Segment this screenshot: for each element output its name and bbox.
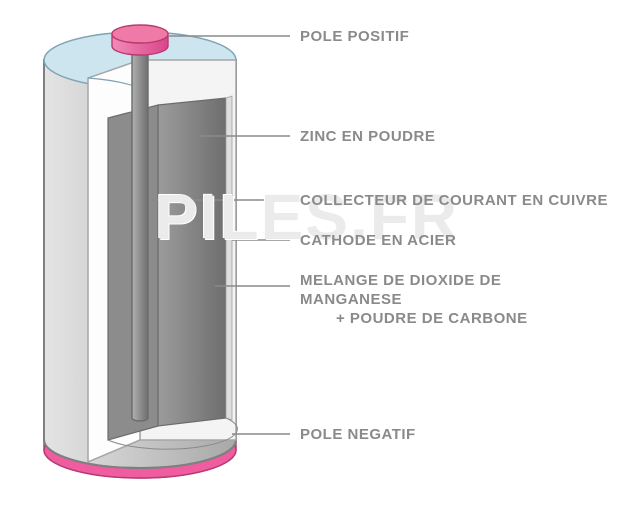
label-pole-positif: POLE POSITIF <box>300 28 409 47</box>
label-melange-line1: MELANGE DE DIOXIDE DE MANGANESE <box>300 272 501 308</box>
label-zinc: ZINC EN POUDRE <box>300 128 435 147</box>
label-melange: MELANGE DE DIOXIDE DE MANGANESE + POUDRE… <box>300 272 560 328</box>
label-cathode: CATHODE EN ACIER <box>300 232 456 251</box>
cutaway-section <box>88 60 237 462</box>
label-collecteur: COLLECTEUR DE COURANT EN CUIVRE <box>300 192 608 211</box>
collector-rod <box>132 45 148 421</box>
label-melange-line2: + POUDRE DE CARBONE <box>300 310 528 327</box>
label-pole-negatif: POLE NEGATIF <box>300 426 416 445</box>
positive-terminal <box>112 25 168 55</box>
